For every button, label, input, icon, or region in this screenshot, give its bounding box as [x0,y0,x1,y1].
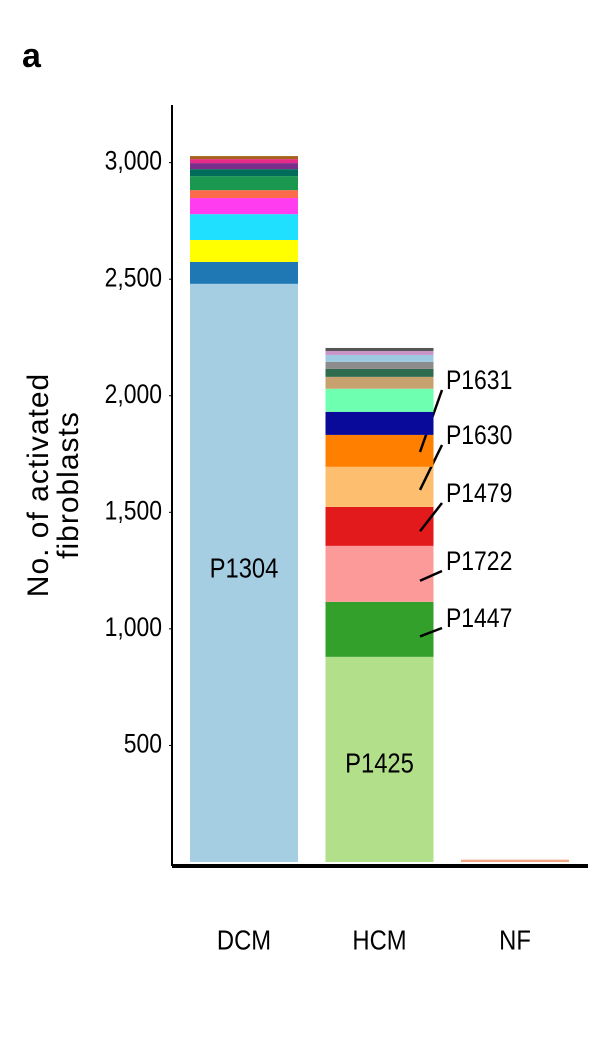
bar-segment [190,261,298,284]
bar-segment [325,545,434,602]
bar-segment [325,656,434,862]
bar-segment [190,176,298,191]
bar-segment [190,159,298,164]
x-tick-label: NF [499,924,531,956]
panel-label: a [22,37,42,75]
leader-line [418,444,444,491]
segment-side-label: P1631 [446,365,512,395]
bar-segment [325,368,434,377]
bar-segment [325,347,434,351]
bar-segment [190,156,298,160]
x-tick-label: HCM [352,924,406,956]
bar-segment [325,376,434,389]
bar-segment [190,214,298,241]
y-tick-label: 1,000 [105,612,162,642]
bar-segment [325,601,434,657]
segment-label: P1304 [210,552,279,584]
bar-segment [190,169,298,177]
bar-segment [325,434,434,467]
y-axis-label: No. of activated [22,373,55,597]
bar-segment [325,388,434,412]
bar-segment [190,198,298,215]
leader-line [419,502,443,533]
y-tick-label: 1,500 [105,496,162,526]
segment-side-label: P1447 [446,603,512,633]
x-tick-label: DCM [217,924,271,956]
y-tick-label: 3,000 [105,146,162,176]
bar-segment [190,163,298,170]
bar-segment [325,411,434,435]
bar-segment [190,190,298,199]
leader-line [419,626,443,638]
y-tick-label: 2,500 [105,263,162,293]
bar-segment [325,506,434,546]
bar-segment [325,466,434,507]
bar-segment [325,361,434,369]
bar-segment [325,354,434,362]
leader-line [419,569,443,582]
bar-segment [190,283,298,862]
segment-label: P1425 [345,747,414,779]
segment-side-label: P1479 [446,478,512,508]
bar-segment [190,240,298,262]
bar-segment [325,350,434,355]
segment-side-label: P1630 [446,420,512,450]
y-tick-label: 2,000 [105,379,162,409]
y-tick-label: 500 [124,729,162,759]
segment-side-label: P1722 [446,546,512,576]
bar-segment [461,859,569,862]
y-axis-label: fibroblasts [52,411,85,559]
